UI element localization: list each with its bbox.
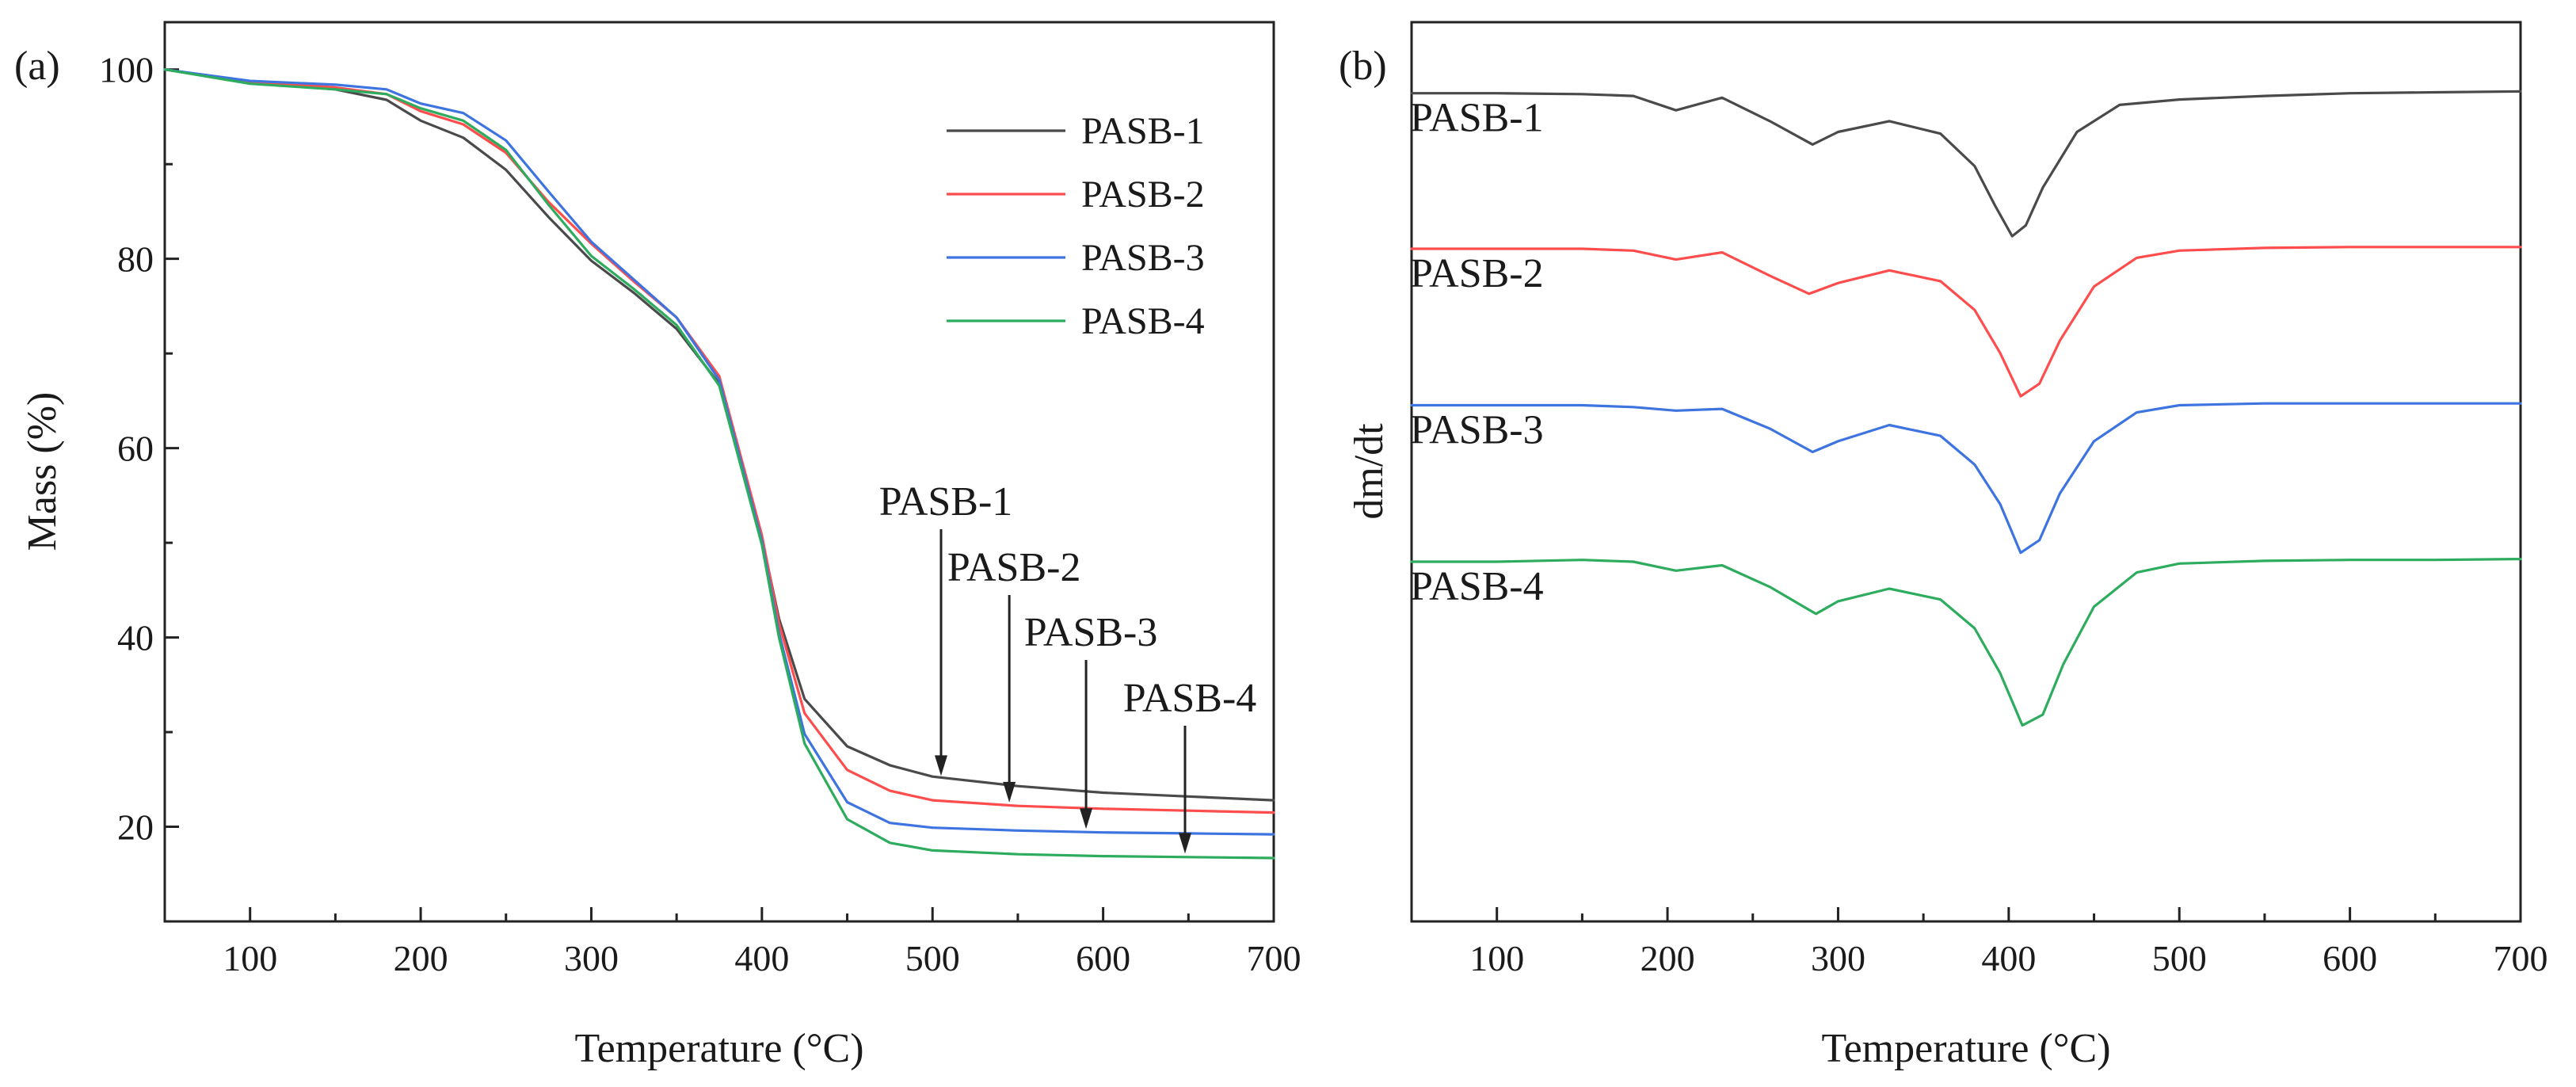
legend-label-pasb-2: PASB-2 — [1081, 174, 1205, 215]
panel-b-series-pasb-3 — [1410, 402, 2522, 555]
panel-b-x-axis-title: Temperature (°C) — [1821, 1026, 2110, 1071]
panel-b-x-tick-label-600: 600 — [2323, 938, 2377, 978]
panel-b-y-axis-title: dm/dt — [1347, 423, 1392, 520]
legend-entry-pasb-1: PASB-1 — [947, 110, 1205, 152]
panel-b-curve-labels: PASB-1 PASB-2 PASB-3 PASB-4 — [1410, 96, 1544, 609]
panel-b-x-tick-label-200: 200 — [1640, 938, 1695, 978]
panel-a-x-axis-title: Temperature (°C) — [574, 1026, 863, 1071]
panel-a-y-tick-label-60: 60 — [117, 429, 154, 469]
panel-a-x-tick-label-500: 500 — [905, 938, 960, 978]
annotation-label-pasb-2: PASB-2 — [947, 545, 1081, 590]
panel-b-x-tick-label-400: 400 — [1981, 938, 2036, 978]
panel-b-series — [1410, 90, 2522, 727]
panel-b-series-pasb-1 — [1410, 90, 2522, 238]
curve-label-pasb-3: PASB-3 — [1410, 408, 1544, 453]
panel-b-plot-frame — [1410, 21, 2522, 923]
panel-a-legend: PASB-1 PASB-2 PASB-3 PASB-4 — [947, 110, 1205, 342]
annotation-label-pasb-4: PASB-4 — [1123, 676, 1257, 721]
annotation-arrowhead-pasb-2 — [1003, 781, 1016, 803]
panel-a-y-tick-label-80: 80 — [117, 239, 154, 280]
panel-a-series-pasb-3 — [163, 68, 1275, 836]
panel-b-ticks — [1410, 907, 2522, 921]
panel-b-series-pasb-4 — [1410, 558, 2522, 727]
panel-a-x-tick-label-700: 700 — [1247, 938, 1301, 978]
annotation-label-pasb-1: PASB-1 — [879, 479, 1013, 524]
panel-b-x-tick-label-300: 300 — [1811, 938, 1865, 978]
panel-a-x-tick-label-300: 300 — [564, 938, 619, 978]
panel-a-mass-chart: 100 200 300 400 500 600 700 20 40 60 80 100 PASB-1… — [14, 21, 1301, 1071]
panel-a-series — [163, 68, 1275, 860]
panel-a-x-tick-label-200: 200 — [394, 938, 448, 978]
panel-a-x-tick-labels: 100 200 300 400 500 600 700 — [223, 938, 1301, 978]
panel-b-x-tick-label-100: 100 — [1469, 938, 1524, 978]
legend-label-pasb-1: PASB-1 — [1081, 110, 1205, 152]
curve-label-pasb-2: PASB-2 — [1410, 251, 1544, 296]
legend-entry-pasb-4: PASB-4 — [947, 300, 1205, 342]
panel-a-plot-frame — [163, 21, 1275, 923]
curve-label-pasb-4: PASB-4 — [1410, 564, 1544, 609]
panel-b-x-tick-labels: 100 200 300 400 500 600 700 — [1469, 938, 2547, 978]
legend-entry-pasb-2: PASB-2 — [947, 174, 1205, 215]
panel-b-series-pasb-2 — [1410, 246, 2522, 398]
annotation-arrowhead-pasb-4 — [1179, 833, 1191, 854]
panel-a-x-tick-label-600: 600 — [1076, 938, 1130, 978]
panel-a-y-tick-label-20: 20 — [117, 807, 154, 848]
panel-a-annotations: PASB-1 PASB-2 PASB-3 PASB-4 — [879, 479, 1257, 854]
panel-a-ticks — [163, 68, 1275, 923]
panel-b-x-tick-label-500: 500 — [2152, 938, 2207, 978]
annotation-label-pasb-3: PASB-3 — [1024, 610, 1158, 655]
panel-a-series-pasb-4 — [163, 68, 1275, 860]
panel-a-x-tick-label-400: 400 — [734, 938, 789, 978]
legend-label-pasb-3: PASB-3 — [1081, 237, 1205, 279]
legend-label-pasb-4: PASB-4 — [1081, 300, 1205, 342]
panel-a-x-tick-label-100: 100 — [223, 938, 277, 978]
panel-b-dmdt-chart: 100 200 300 400 500 600 700 PASB-1 PASB-2 PASB-3… — [1339, 21, 2548, 1071]
panel-b-label: (b) — [1339, 44, 1387, 89]
panel-a-y-tick-label-100: 100 — [99, 50, 154, 90]
panel-a-y-axis-title: Mass (%) — [20, 392, 65, 551]
curve-label-pasb-1: PASB-1 — [1410, 96, 1544, 141]
panel-b-x-tick-label-700: 700 — [2494, 938, 2548, 978]
legend-entry-pasb-3: PASB-3 — [947, 237, 1205, 279]
annotation-arrowhead-pasb-1 — [935, 755, 947, 776]
panel-a-y-tick-labels: 20 40 60 80 100 — [99, 50, 154, 848]
annotation-arrowhead-pasb-3 — [1080, 808, 1093, 830]
panel-a-y-tick-label-40: 40 — [117, 618, 154, 658]
panel-a-label: (a) — [14, 44, 60, 89]
